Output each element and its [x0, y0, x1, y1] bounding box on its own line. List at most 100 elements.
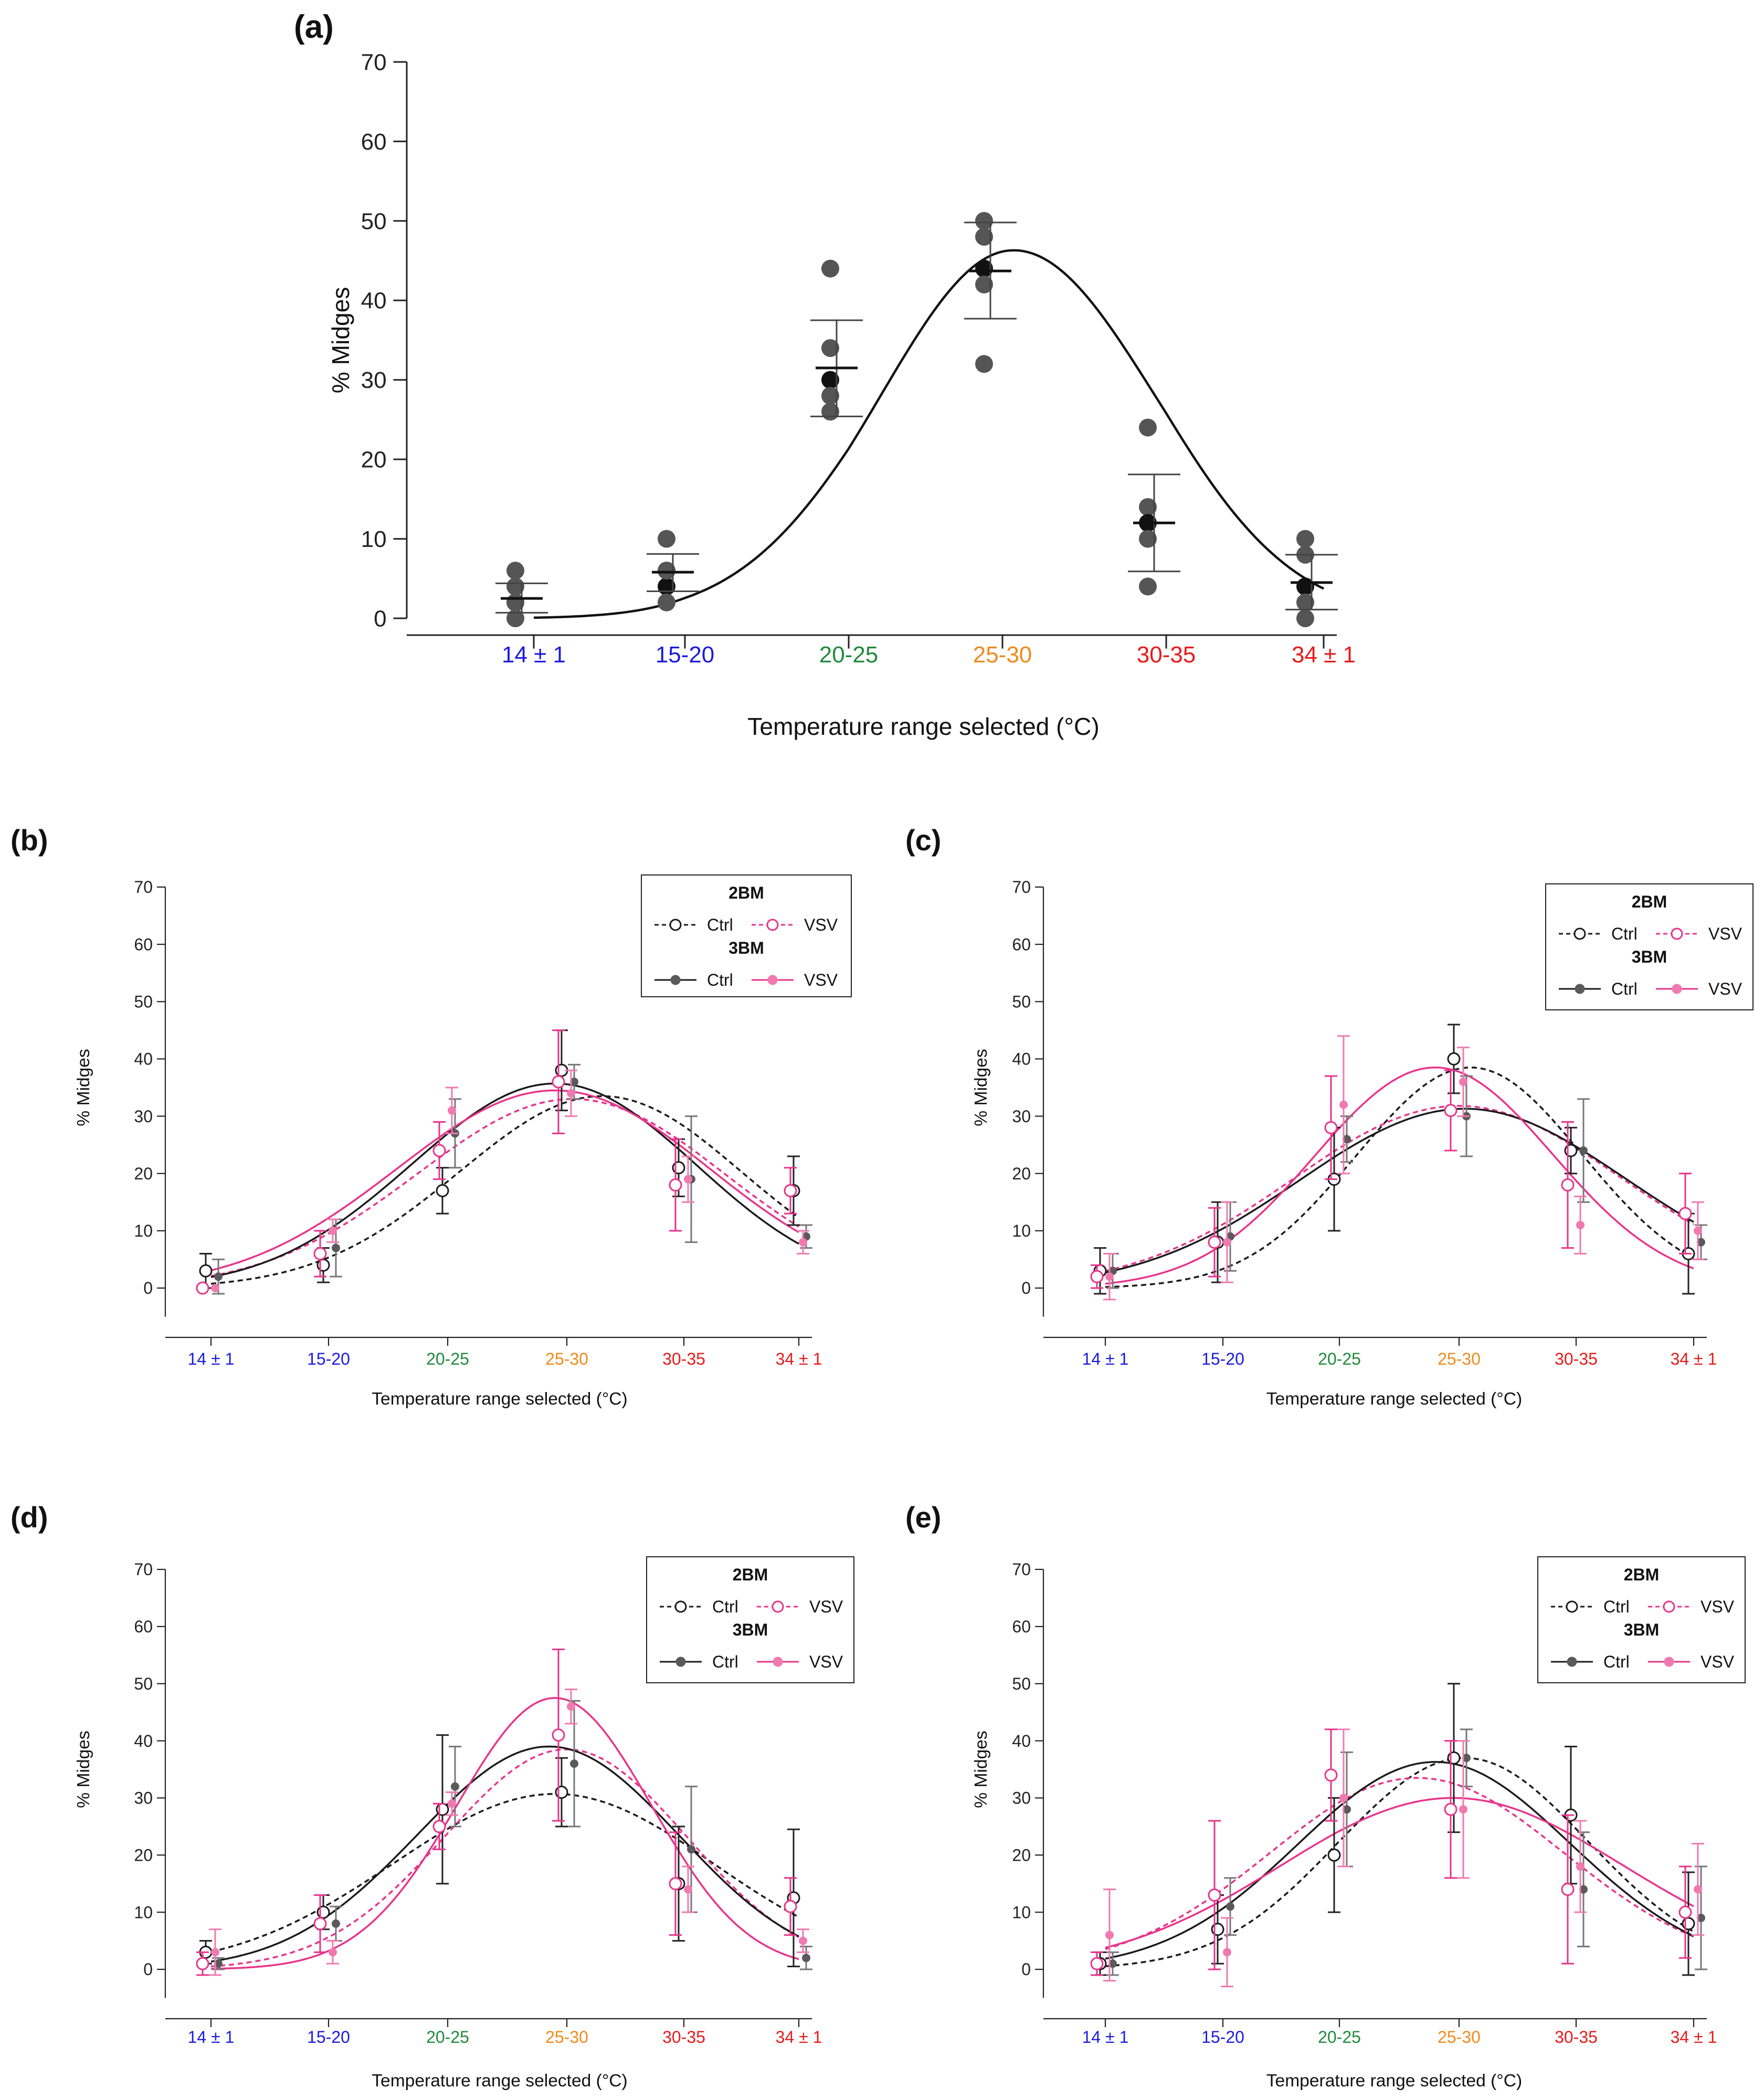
panel-d-point-3-3	[567, 1702, 575, 1711]
panel-d-point-1-0	[196, 1957, 209, 1970]
panel-b-point-0-2	[436, 1184, 449, 1197]
panel-c-fit-1	[1105, 1105, 1694, 1272]
panel-b-point-1-2	[432, 1144, 446, 1157]
panel-c-legend-ctrl-2bm-marker	[1573, 927, 1586, 940]
panel-e-point-3-2	[1339, 1794, 1348, 1802]
panel-b-y-tick-label-40: 40	[134, 1050, 153, 1069]
panel-c-point-1-2	[1324, 1121, 1338, 1134]
panel-b-point-2-0	[214, 1272, 223, 1281]
panel-e-legend-vsv-2bm-label: VSV	[1700, 1597, 1735, 1616]
panel-d-x-tick-label-4: 30-35	[662, 2028, 705, 2047]
panel-a-point-4-3	[1139, 530, 1157, 548]
panel-b-x-tick-label-3: 25-30	[545, 1349, 588, 1368]
panel-c-x-tick-label-0: 14 ± 1	[1082, 1349, 1129, 1368]
panel-b-point-3-3	[567, 1089, 575, 1098]
panel-c-x-tick-label-2: 20-25	[1318, 1349, 1361, 1368]
panel-c-panel-label: (c)	[905, 824, 941, 857]
panel-c-legend-ctrl-2bm-label: Ctrl	[1611, 924, 1638, 943]
panel-c-point-1-3	[1444, 1104, 1457, 1117]
panel-b-x-tick-label-2: 20-25	[426, 1349, 469, 1368]
panel-b-x-axis-label: Temperature range selected (°C)	[372, 1389, 627, 1409]
panel-e-fit-1	[1105, 1777, 1694, 1950]
panel-c-point-0-4	[1564, 1144, 1578, 1157]
panel-a-point-4-1	[1139, 498, 1157, 516]
panel-a-y-tick-label-60: 60	[361, 129, 387, 155]
panel-c-point-1-4	[1561, 1178, 1575, 1192]
panel-b-fit-0	[210, 1095, 800, 1285]
panel-a-point-2-3	[821, 387, 839, 405]
panel-c-legend-vsv-3bm-label: VSV	[1708, 979, 1742, 998]
panel-d-y-tick-label-10: 10	[134, 1903, 153, 1922]
panel-c-legend-ctrl-3bm-marker	[1575, 984, 1585, 994]
panel-d-y-tick-label-30: 30	[134, 1789, 153, 1808]
panel-d-point-2-0	[214, 1959, 223, 1968]
panel-e-point-2-5	[1697, 1914, 1705, 1923]
panel-d-y-tick-label-70: 70	[134, 1560, 153, 1579]
panel-c-y-tick-label-60: 60	[1012, 935, 1031, 954]
panel-b-legend-ctrl-2bm-label: Ctrl	[707, 915, 733, 934]
panel-d-point-3-4	[684, 1885, 692, 1894]
panel-b-legend-ctrl-2bm-marker	[669, 919, 682, 931]
panel-a-point-1-3	[658, 593, 675, 611]
panel-b-legend-vsv-2bm-marker	[766, 919, 779, 931]
panel-d-fit-1	[210, 1748, 799, 1968]
panel-a-x-tick-label-5: 34 ± 1	[1292, 642, 1356, 668]
panel-d-legend-ctrl-3bm-label: Ctrl	[712, 1652, 738, 1671]
panel-d-point-2-5	[802, 1954, 810, 1963]
panel-d-point-2-2	[451, 1782, 459, 1791]
panel-c-x-tick-label-4: 30-35	[1555, 1349, 1598, 1368]
panel-e-point-2-2	[1343, 1805, 1351, 1814]
panel-b-x-tick-label-5: 34 ± 1	[776, 1349, 822, 1368]
panel-e-legend-group-3bm: 3BM	[1624, 1620, 1660, 1639]
panel-c-y-tick-label-70: 70	[1012, 878, 1031, 896]
panel-b-point-1-4	[669, 1178, 682, 1192]
panel-e-x-tick-label-3: 25-30	[1438, 2028, 1481, 2047]
panel-c-x-tick-label-1: 15-20	[1201, 1349, 1244, 1368]
panel-a-chart: 0 10 20 30 40 50 60 70 14 ± 1 15-20 20-25 25-30 30-3…	[294, 9, 1356, 740]
panel-c-y-tick-label-10: 10	[1012, 1221, 1031, 1240]
panel-e-legend-vsv-3bm-marker	[1664, 1657, 1674, 1667]
panel-b-point-2-1	[332, 1243, 340, 1252]
panel-b-y-tick-label-20: 20	[134, 1164, 153, 1183]
panel-a-point-0-0	[506, 562, 524, 580]
panel-a-point-3-1	[975, 228, 993, 246]
panel-b-point-2-3	[570, 1078, 578, 1087]
panel-a-y-tick-label-10: 10	[361, 526, 387, 552]
panel-d-x-tick-label-0: 14 ± 1	[188, 2028, 235, 2047]
panel-d-x-axis-label: Temperature range selected (°C)	[372, 2071, 627, 2091]
panel-d-legend-vsv-2bm-marker	[772, 1600, 784, 1613]
panel-e-point-3-4	[1576, 1862, 1585, 1871]
panel-c-point-1-5	[1678, 1207, 1692, 1220]
panel-c-point-3-1	[1223, 1238, 1231, 1247]
panel-c-x-axis-label: Temperature range selected (°C)	[1266, 1389, 1522, 1409]
panel-b-y-tick-label-70: 70	[134, 878, 153, 896]
panel-a-x-tick-label-0: 14 ± 1	[502, 642, 566, 668]
panel-b-y-tick-label-10: 10	[134, 1221, 153, 1240]
panel-e-point-1-3	[1444, 1802, 1457, 1816]
panel-a-x-tick-label-3: 25-30	[973, 642, 1032, 668]
panel-a-point-5-3	[1296, 593, 1314, 611]
panel-c-point-3-5	[1694, 1226, 1702, 1235]
panel-d-legend-ctrl-2bm-marker	[674, 1600, 687, 1613]
panel-d-legend-vsv-2bm-label: VSV	[809, 1597, 843, 1616]
panel-e-point-3-3	[1459, 1805, 1467, 1814]
panel-e-y-tick-label-70: 70	[1012, 1560, 1031, 1579]
panel-c-fit-3	[1105, 1067, 1694, 1285]
panel-d-x-tick-label-5: 34 ± 1	[776, 2028, 822, 2047]
panel-d-fit-0	[210, 1793, 799, 1953]
panel-d-point-1-2	[432, 1820, 446, 1833]
panel-d-point-3-2	[448, 1799, 456, 1808]
panel-b-point-0-4	[672, 1161, 685, 1175]
panel-d-point-2-1	[332, 1919, 340, 1928]
panel-b-point-1-0	[196, 1281, 209, 1295]
panel-e-point-3-1	[1223, 1948, 1231, 1957]
panel-a-point-3-2	[975, 259, 993, 278]
panel-e-x-tick-label-1: 15-20	[1201, 2028, 1244, 2047]
panel-e-point-0-3	[1447, 1751, 1461, 1765]
panel-c-point-2-2	[1343, 1135, 1351, 1144]
panel-b-chart: 0 10 20 30 40 50 60 70 14 ± 1 15-20 20-25 25-30 30-3…	[10, 824, 852, 1409]
panel-b-point-1-3	[552, 1075, 565, 1089]
panel-e-legend-vsv-2bm-marker	[1663, 1600, 1675, 1613]
panel-b-y-tick-label-30: 30	[134, 1107, 153, 1126]
panel-a-y-tick-label-40: 40	[361, 288, 387, 314]
